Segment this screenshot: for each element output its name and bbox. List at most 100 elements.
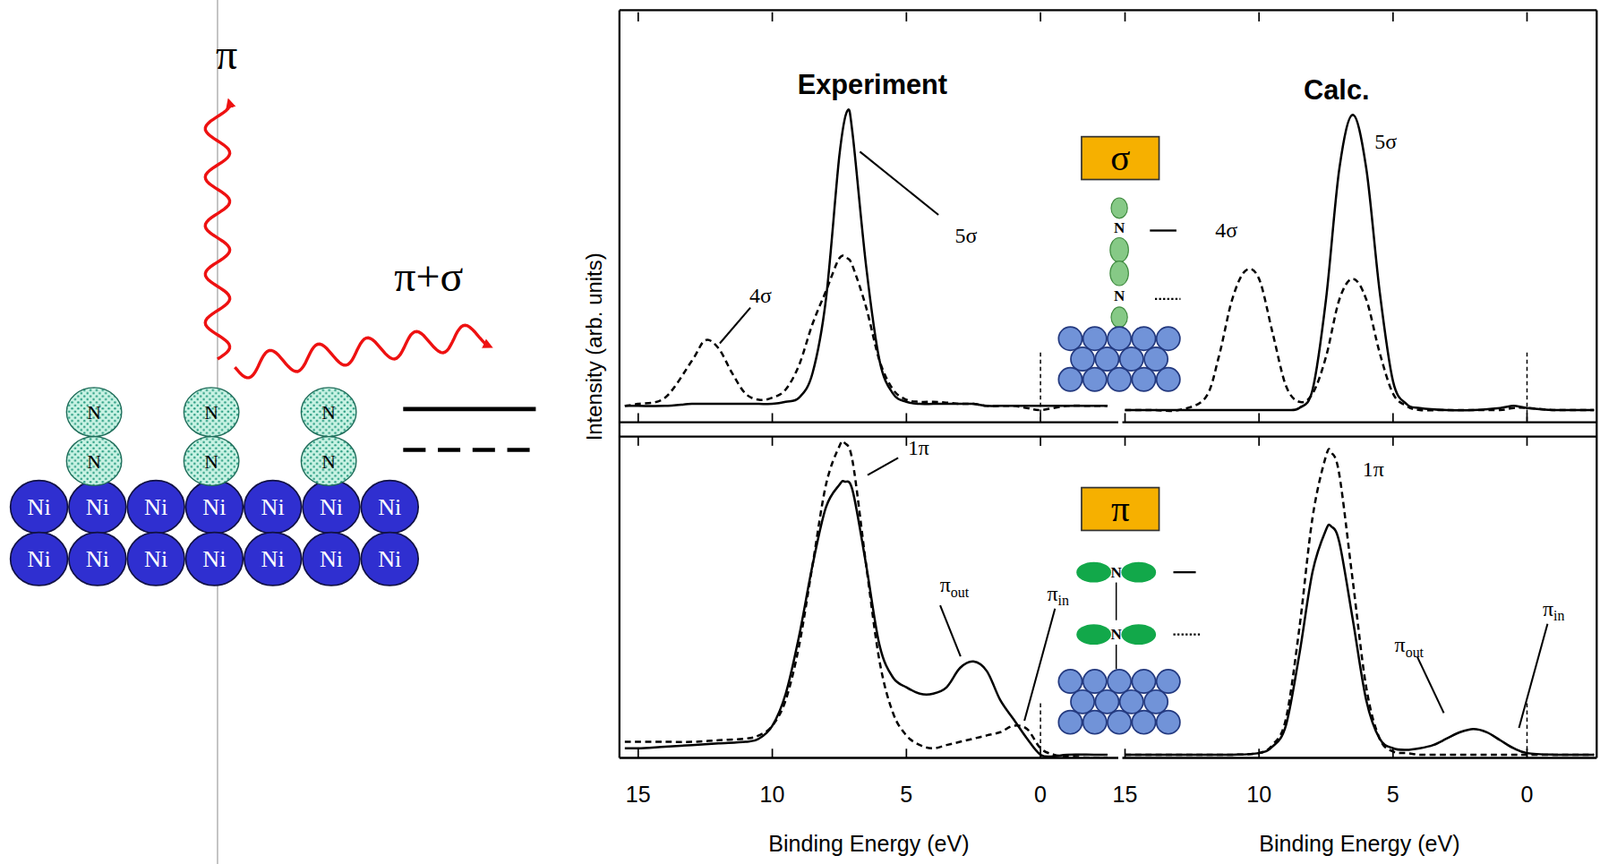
plot-area [1125, 449, 1595, 756]
tick [771, 748, 774, 758]
leader-line [940, 605, 961, 657]
annotation: 1π [907, 436, 930, 460]
atom-label: Ni [202, 546, 226, 573]
tick [905, 12, 907, 22]
substrate-atom [1120, 690, 1144, 714]
n-atom [66, 436, 122, 487]
atom-label: Ni [26, 546, 51, 573]
substrate-atom [1144, 347, 1168, 371]
atom-label: N [86, 402, 102, 424]
bond [1115, 644, 1117, 669]
figure: ππ+σNiNiNiNiNiNiNiNiNiNiNiNiNiNiNNNNNN5σ… [0, 0, 1600, 864]
tick [1124, 436, 1127, 446]
annotation-text: 5σ [1374, 129, 1397, 154]
leader-line [859, 151, 939, 215]
tick [771, 12, 774, 22]
ni-atom [10, 480, 69, 534]
atom-label: N [204, 451, 219, 473]
x-axis [619, 421, 1119, 424]
tick [1392, 436, 1395, 446]
leader-line [1519, 624, 1549, 728]
legend-key-outer [402, 407, 536, 412]
tick [905, 748, 907, 758]
annotation-text: π [1542, 597, 1554, 621]
annotation-text: 5σ [954, 223, 977, 248]
spectrum-line [624, 480, 1108, 757]
x-axis [1122, 421, 1598, 424]
ni-atom [186, 532, 244, 586]
substrate-atom [1107, 669, 1131, 694]
atom-label: N [1111, 564, 1123, 582]
spectrum-panel: 5σ [1122, 12, 1598, 423]
atom-label: N [86, 451, 102, 473]
fermi-level [1526, 703, 1528, 759]
legend-key-inner [402, 447, 536, 453]
tick [1526, 12, 1529, 22]
substrate-atom [1131, 710, 1156, 735]
tick [637, 436, 640, 446]
tick [1392, 12, 1395, 22]
ni-atom [302, 532, 360, 586]
substrate-atom [1058, 710, 1082, 735]
orbital-label: 4σ [1214, 218, 1238, 242]
substrate-atom [1070, 690, 1095, 714]
spectrum-line [624, 109, 1108, 406]
x-axis-title: Binding Energy (eV) [1258, 830, 1460, 856]
tick-label: 5 [899, 781, 913, 807]
leader-line [719, 308, 751, 344]
leader-line [1417, 657, 1445, 714]
ni-atom [244, 532, 302, 586]
inset-label: σ [1110, 136, 1130, 179]
n-atom [183, 436, 240, 487]
spectrum-panel: 151050Binding Energy (eV)1ππoutπin [1112, 436, 1598, 857]
orbital-lobe [1110, 261, 1130, 286]
ni-atom [68, 480, 127, 534]
annotation-text: π [1046, 581, 1058, 606]
photon-label: π+σ [393, 252, 463, 300]
tick [1124, 748, 1127, 758]
atom-label: N [321, 451, 336, 473]
substrate-atom [1156, 367, 1181, 392]
annotation-sub: out [1405, 644, 1425, 660]
adsorbates: NNNNNN [66, 387, 357, 486]
atom-label: Ni [261, 494, 285, 521]
label-box [1081, 487, 1160, 531]
plot-area [624, 109, 1108, 411]
tick [637, 12, 640, 22]
frame [618, 9, 621, 758]
spectrum-line [624, 255, 1108, 411]
key-solid [1149, 229, 1177, 232]
tick-label: 5 [1386, 781, 1400, 807]
label-box [1081, 136, 1160, 180]
tick-label: 15 [1112, 781, 1138, 807]
tick-label: 0 [1521, 781, 1534, 807]
substrate-atom [1131, 326, 1156, 351]
atom-label: N [1111, 625, 1123, 643]
atom-label: Ni [144, 546, 168, 573]
frame [619, 8, 1597, 11]
plot-area [624, 441, 1108, 759]
substrate-atom [1156, 669, 1181, 694]
ni-atom [360, 532, 419, 586]
substrate-atom [1156, 710, 1181, 735]
atom-label: Ni [377, 494, 402, 521]
atom-label: Ni [377, 546, 402, 573]
atom-label: Ni [319, 494, 343, 521]
ni-atom [127, 532, 185, 586]
frame [1595, 9, 1598, 758]
fermi-level [1039, 352, 1041, 423]
key-dotted [1172, 633, 1200, 636]
atom-label: Ni [144, 494, 168, 521]
annotation: 5σ [1374, 129, 1397, 154]
tick-label: 10 [760, 781, 786, 807]
key-solid [1172, 571, 1196, 574]
spectrum-panel: 151050Binding Energy (eV)1ππoutπin [619, 436, 1119, 856]
tick [905, 412, 907, 422]
atom-label: N [321, 402, 336, 424]
fermi-level [1526, 352, 1528, 423]
tick-label: 10 [1246, 781, 1272, 807]
annotation-sub: in [1058, 592, 1070, 608]
annotation-sub: out [950, 584, 970, 600]
substrate-atom [1058, 669, 1082, 694]
photon-label: π [215, 30, 238, 78]
